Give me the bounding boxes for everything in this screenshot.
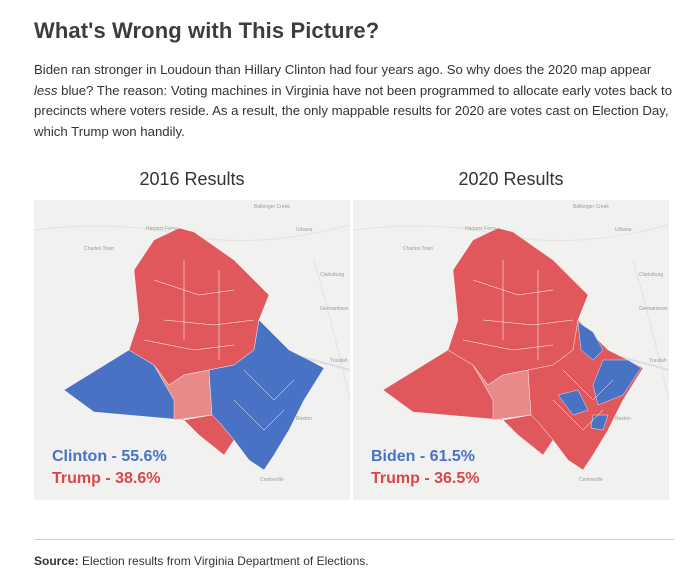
map-2016-label-travilah: Travilah — [330, 358, 348, 364]
map-2016-title: 2016 Results — [139, 169, 245, 189]
map-2020-label-clarksburg: Clarksburg — [639, 272, 663, 278]
intro-text-1: Biden ran stronger in Loudoun than Hilla… — [34, 62, 652, 77]
map-2016-label-urbana: Urbana — [296, 227, 313, 233]
map-2020-label-travilah: Travilah — [649, 358, 667, 364]
map-2016-south-precincts — [183, 414, 235, 456]
map-2016-label-ballenger-creek: Ballenger Creek — [254, 204, 290, 210]
map-2016-label-clarksburg: Clarksburg — [320, 272, 344, 278]
map-2016-label-germantown: Germantown — [320, 306, 349, 312]
source-note: Source: Election results from Virginia D… — [34, 554, 369, 568]
map-2020-blue-patches — [557, 321, 642, 431]
map-2016-label-harpers-ferry: Harpers Ferry — [146, 226, 177, 232]
map-2020-label-reston: Reston — [615, 416, 631, 422]
map-2020-rep-result: Trump - 36.5% — [371, 470, 480, 487]
headline: What's Wrong with This Picture? — [34, 18, 380, 43]
map-2020-label-centreville: Centreville — [579, 477, 603, 483]
map-2020-title: 2020 Results — [458, 169, 564, 189]
map-2020-label-germantown: Germantown — [639, 306, 668, 312]
intro-italic: less — [34, 82, 58, 98]
intro-text-2: blue? The reason: Voting machines in Vir… — [34, 82, 673, 139]
map-2016-svg: Ballenger Creek Harpers Ferry Charles To… — [34, 204, 350, 483]
map-2020-dem-result: Biden - 61.5% — [371, 448, 476, 465]
map-2016-label-reston: Reston — [296, 416, 312, 422]
map-2020: Ballenger Creek Harpers Ferry Charles To… — [353, 200, 669, 500]
map-2020-label-urbana: Urbana — [615, 227, 632, 233]
map-2016-dem-result: Clinton - 55.6% — [52, 448, 167, 465]
intro-paragraph: Biden ran stronger in Loudoun than Hilla… — [34, 60, 674, 142]
map-2016-label-charles-town: Charles Town — [84, 246, 114, 252]
map-2020-label-ballenger-creek: Ballenger Creek — [573, 204, 609, 210]
source-text: Election results from Virginia Departmen… — [78, 554, 369, 568]
map-2016-label-centreville: Centreville — [260, 477, 284, 483]
map-2016-rep-result: Trump - 38.6% — [52, 470, 161, 487]
source-label: Source: — [34, 554, 79, 568]
map-2016: Ballenger Creek Harpers Ferry Charles To… — [34, 200, 350, 500]
footer-divider — [34, 539, 674, 540]
map-2020-label-harpers-ferry: Harpers Ferry — [465, 226, 496, 232]
map-2020-label-charles-town: Charles Town — [403, 246, 433, 252]
map-2020-south-precincts — [502, 414, 554, 456]
map-2020-svg: Ballenger Creek Harpers Ferry Charles To… — [353, 204, 669, 483]
